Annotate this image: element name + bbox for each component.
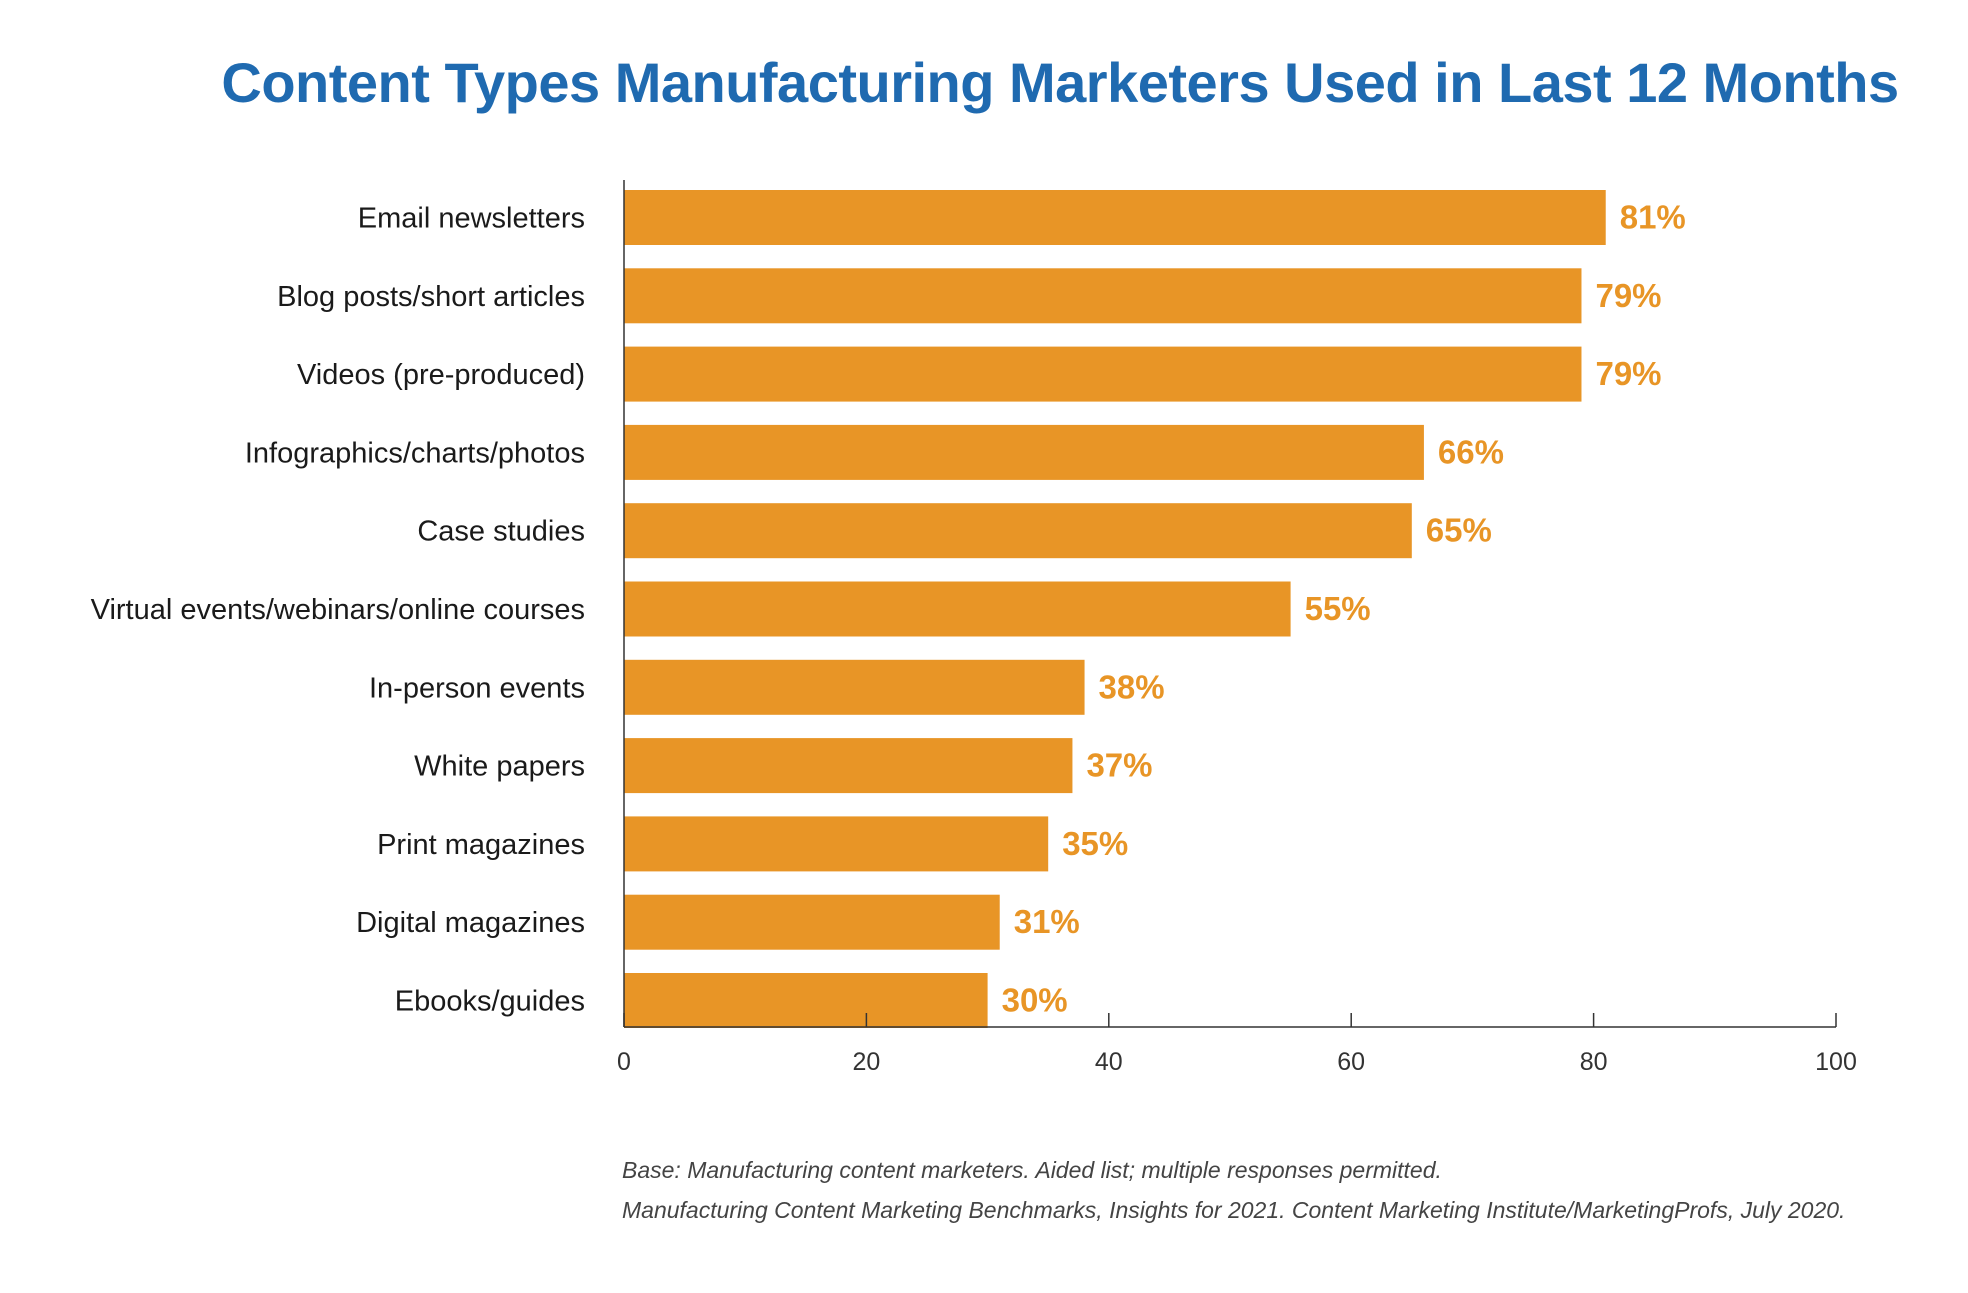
value-label: 66% xyxy=(1438,433,1504,470)
category-label: Infographics/charts/photos xyxy=(245,437,585,469)
category-label: Case studies xyxy=(417,516,585,548)
value-label: 38% xyxy=(1099,668,1165,705)
bar xyxy=(624,894,1000,950)
category-label: Email newsletters xyxy=(358,203,585,235)
value-label: 35% xyxy=(1062,825,1128,862)
category-label: Videos (pre-produced) xyxy=(297,359,585,391)
x-tick-label: 80 xyxy=(1580,1048,1608,1076)
bar xyxy=(624,268,1582,324)
category-label: Print magazines xyxy=(377,829,585,861)
value-label: 79% xyxy=(1595,277,1661,314)
value-label: 79% xyxy=(1595,355,1661,392)
bar xyxy=(624,581,1291,637)
value-label: 37% xyxy=(1086,747,1152,784)
x-axis: 0 20 40 60 80 100 xyxy=(617,180,1857,1076)
category-label: In-person events xyxy=(369,672,585,704)
value-label: 30% xyxy=(1002,982,1068,1019)
x-tick-label: 20 xyxy=(852,1048,880,1076)
bar xyxy=(624,659,1085,715)
x-tick-label: 60 xyxy=(1337,1048,1365,1076)
bars-layer: Email newsletters 81% Blog posts/short art… xyxy=(91,190,1686,1028)
bar xyxy=(624,738,1073,794)
x-tick-label: 100 xyxy=(1815,1048,1857,1076)
value-label: 81% xyxy=(1620,199,1686,236)
value-label: 65% xyxy=(1426,512,1492,549)
chart-title: Content Types Manufacturing Marketers Us… xyxy=(221,51,1899,114)
chart-notes: Base: Manufacturing content marketers. A… xyxy=(622,1150,1845,1230)
bar xyxy=(624,973,988,1028)
base-note: Base: Manufacturing content marketers. A… xyxy=(622,1157,1442,1183)
category-label: Digital magazines xyxy=(356,907,585,939)
value-label: 55% xyxy=(1305,590,1371,627)
x-tick-label: 40 xyxy=(1095,1048,1123,1076)
bar xyxy=(624,503,1412,559)
x-tick-label: 0 xyxy=(617,1048,631,1076)
category-label: Blog posts/short articles xyxy=(277,281,585,313)
bar xyxy=(624,816,1049,872)
category-label: Ebooks/guides xyxy=(395,986,585,1018)
bar xyxy=(624,346,1582,402)
bar xyxy=(624,190,1606,245)
category-label: White papers xyxy=(414,751,585,783)
value-label: 31% xyxy=(1014,903,1080,940)
category-label: Virtual events/webinars/online courses xyxy=(91,594,585,626)
source-note: Manufacturing Content Marketing Benchmar… xyxy=(622,1197,1846,1223)
bar xyxy=(624,424,1424,480)
